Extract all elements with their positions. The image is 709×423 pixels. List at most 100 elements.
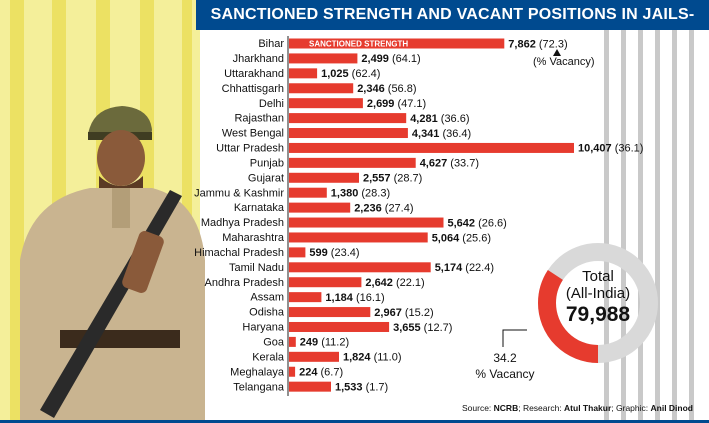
data-label: 1,184 (16.1) bbox=[325, 292, 384, 304]
category-label: Uttar Pradesh bbox=[216, 143, 284, 155]
vacancy-legend-note: (% Vacancy) bbox=[533, 56, 595, 68]
strength-value: 2,699 bbox=[367, 98, 395, 110]
vacancy-value: (56.8) bbox=[385, 83, 417, 95]
bars-layer: Bihar SANCTIONED STRENGTH 7,862 (72.3) Jhar… bbox=[194, 38, 643, 393]
strength-value: 224 bbox=[299, 367, 318, 379]
bar bbox=[289, 157, 416, 168]
total-label: Total (All-India) bbox=[560, 268, 636, 302]
data-label: 4,341 (36.4) bbox=[412, 128, 471, 140]
graphic-label: ; Graphic: bbox=[611, 403, 651, 413]
vacancy-value: (72.3) bbox=[536, 38, 568, 50]
data-label: 224 (6.7) bbox=[299, 367, 343, 379]
data-label: 3,655 (12.7) bbox=[393, 322, 452, 334]
vacancy-value: (15.2) bbox=[402, 307, 434, 319]
jail-bars bbox=[604, 30, 694, 423]
research-name: Atul Thakur bbox=[564, 403, 612, 413]
data-label: 5,064 (25.6) bbox=[432, 232, 491, 244]
data-label: 2,699 (47.1) bbox=[367, 98, 426, 110]
strength-value: 4,341 bbox=[412, 128, 440, 140]
bar bbox=[289, 38, 505, 49]
category-label: Kerala bbox=[252, 351, 285, 363]
strength-value: 5,064 bbox=[432, 232, 460, 244]
bar bbox=[289, 83, 354, 94]
data-label: 7,862 (72.3) bbox=[508, 38, 567, 50]
category-label: Himachal Pradesh bbox=[194, 247, 284, 259]
data-label: 2,642 (22.1) bbox=[365, 277, 424, 289]
bar bbox=[289, 336, 296, 347]
strength-value: 2,236 bbox=[354, 202, 382, 214]
vacancy-value: (12.7) bbox=[421, 322, 453, 334]
policeman-illustration bbox=[20, 106, 205, 423]
donut-vacancy-callout: 34.2 % Vacancy bbox=[475, 350, 535, 382]
source-name: NCRB bbox=[493, 403, 519, 413]
bar bbox=[289, 202, 351, 213]
strength-value: 2,642 bbox=[365, 277, 393, 289]
category-label: West Bengal bbox=[222, 128, 284, 140]
bar bbox=[289, 381, 331, 392]
data-label: 5,174 (22.4) bbox=[435, 262, 494, 274]
data-label: 599 (23.4) bbox=[309, 247, 359, 259]
bar-series-label: SANCTIONED STRENGTH bbox=[309, 39, 408, 48]
bar bbox=[289, 113, 407, 124]
data-label: 2,236 (27.4) bbox=[354, 202, 413, 214]
strength-value: 1,533 bbox=[335, 381, 363, 393]
vacancy-value: (36.1) bbox=[612, 143, 644, 155]
bar bbox=[289, 307, 371, 318]
strength-value: 599 bbox=[309, 247, 327, 259]
strength-value: 5,174 bbox=[435, 262, 463, 274]
category-label: Delhi bbox=[259, 98, 284, 110]
donut-vacancy-label: % Vacancy bbox=[475, 367, 535, 381]
strength-value: 1,184 bbox=[325, 292, 353, 304]
donut-vacancy-value: 34.2 bbox=[493, 351, 517, 365]
data-label: 1,533 (1.7) bbox=[335, 381, 388, 393]
category-label: Gujarat bbox=[248, 172, 284, 184]
data-label: 5,642 (26.6) bbox=[448, 217, 507, 229]
strength-value: 5,642 bbox=[448, 217, 476, 229]
strength-value: 2,499 bbox=[361, 53, 389, 65]
category-label: Goa bbox=[263, 337, 285, 349]
total-value: 79,988 bbox=[565, 303, 631, 326]
vacancy-value: (26.6) bbox=[475, 217, 507, 229]
vacancy-value: (11.0) bbox=[371, 352, 402, 364]
vacancy-value: (27.4) bbox=[382, 202, 414, 214]
bar bbox=[289, 292, 322, 303]
bar bbox=[289, 262, 431, 273]
legend-arrow-icon bbox=[553, 49, 561, 56]
vacancy-value: (1.7) bbox=[363, 381, 389, 393]
category-label: Jammu & Kashmir bbox=[194, 187, 284, 199]
graphic-name: Anil Dinod bbox=[650, 403, 694, 413]
strength-value: 2,557 bbox=[363, 173, 391, 185]
bar bbox=[289, 68, 318, 79]
bar bbox=[289, 98, 363, 109]
bar bbox=[289, 217, 444, 228]
vacancy-value: (36.6) bbox=[438, 113, 470, 125]
vacancy-value: (62.4) bbox=[349, 68, 381, 80]
vacancy-value: (22.1) bbox=[393, 277, 425, 289]
chart-title: SANCTIONED STRENGTH AND VACANT POSITIONS… bbox=[196, 0, 709, 53]
vacancy-value: (11.2) bbox=[318, 337, 349, 349]
vacancy-value: (33.7) bbox=[447, 158, 479, 170]
category-label: Andhra Pradesh bbox=[205, 277, 285, 289]
category-label: Rajasthan bbox=[234, 113, 284, 125]
data-label: 10,407 (36.1) bbox=[578, 143, 643, 155]
data-label: 2,557 (28.7) bbox=[363, 173, 422, 185]
category-label: Meghalaya bbox=[230, 366, 285, 378]
strength-value: 3,655 bbox=[393, 322, 421, 334]
strength-value: 2,346 bbox=[357, 83, 385, 95]
bar bbox=[289, 351, 339, 362]
data-label: 1,380 (28.3) bbox=[331, 188, 390, 200]
bottom-rule bbox=[0, 420, 709, 423]
data-label: 2,346 (56.8) bbox=[357, 83, 416, 95]
vacancy-value: (47.1) bbox=[394, 98, 426, 110]
data-label: 1,824 (11.0) bbox=[343, 352, 402, 364]
data-label: 2,499 (64.1) bbox=[361, 53, 420, 65]
vacancy-value: (28.3) bbox=[358, 188, 390, 200]
strength-value: 4,281 bbox=[410, 113, 438, 125]
vacancy-value: (36.4) bbox=[439, 128, 471, 140]
bar bbox=[289, 53, 358, 64]
source-credits: Source: NCRB; Research: Atul Thakur; Gra… bbox=[462, 403, 693, 413]
category-label: Punjab bbox=[250, 157, 284, 169]
